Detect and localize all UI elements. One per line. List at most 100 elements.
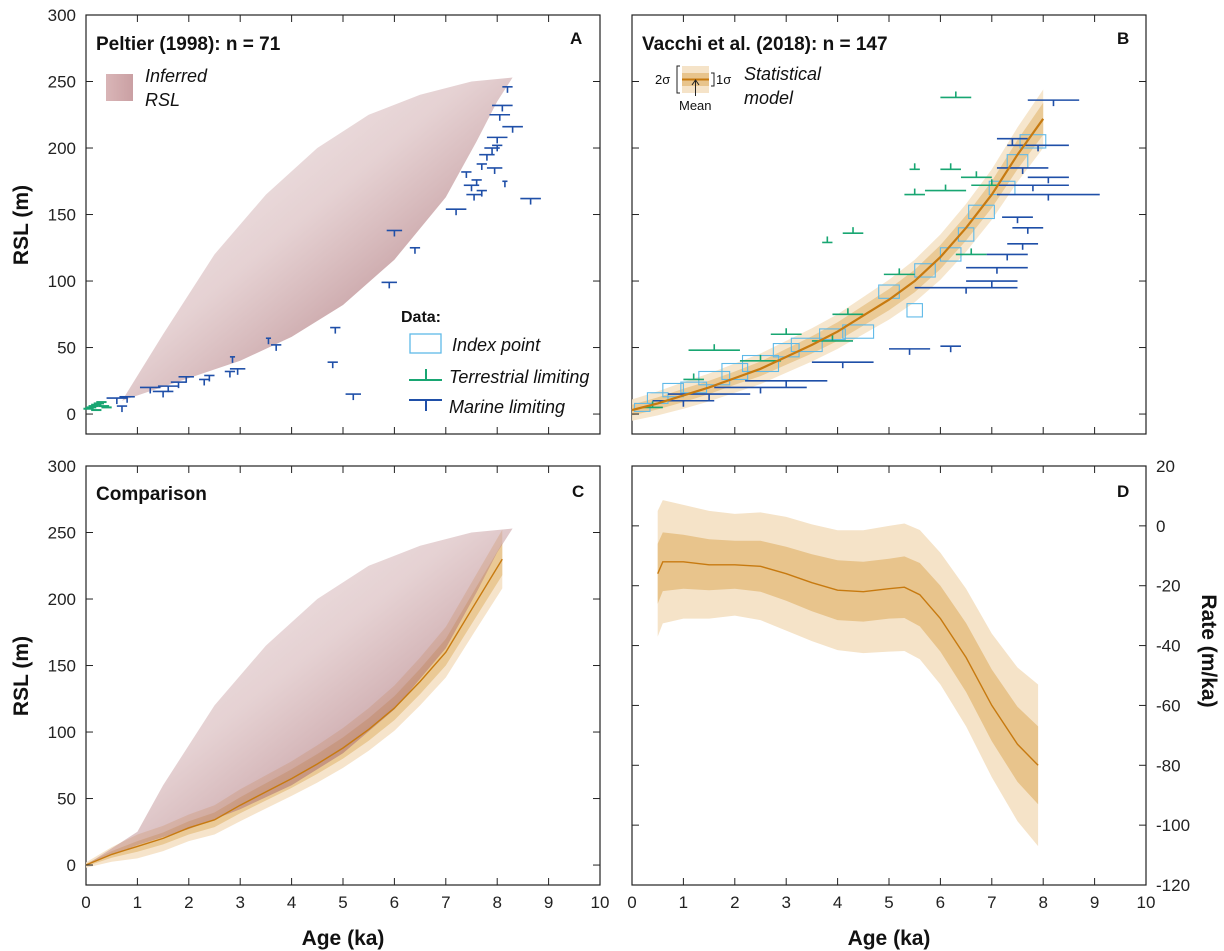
legend-two-sigma: 2σ [655,72,670,87]
marine-limiting-point [152,390,174,398]
index-point [914,263,936,278]
x-tick-label: 5 [338,893,347,912]
marine-limiting-point [271,344,282,351]
terrestrial-limiting-point [955,248,987,256]
rate-mean-line [657,561,1039,766]
legend-mean: Mean [679,98,712,113]
panel-c-plot [85,528,513,868]
panel-b-letter: B [1117,29,1129,48]
index-point [790,337,823,353]
marine-limiting-point [486,136,508,144]
marine-limiting-point [265,337,272,345]
marine-limiting-point [492,104,513,112]
marine-limiting-point [667,393,751,401]
terrestrial-limiting-point [739,354,782,362]
marine-limiting-point [409,246,421,254]
x-tick-label: 8 [1038,893,1047,912]
marine-limiting-point [940,345,961,353]
y-tick-label: 0 [67,405,76,424]
panel-c-letter: C [572,482,584,501]
legend-model-label-2: model [744,88,794,108]
y-tick-label: 0 [1156,517,1165,536]
legend-inferred-rsl-swatch [106,74,133,101]
marine-limiting-point [1012,227,1044,234]
marine-limiting-point [502,180,508,188]
marine-limiting-point [386,229,403,237]
legend-model-swatch [676,65,715,96]
x-tick-label: 7 [441,893,450,912]
y-tick-label: 150 [48,206,76,225]
marine-limiting-point [492,144,503,152]
marine-limiting-point [811,361,874,369]
x-tick-label: 4 [833,893,842,912]
marine-limiting-point [345,393,361,401]
marine-limiting-point [714,386,807,394]
x-tick-label: 9 [1090,893,1099,912]
x-tick-label: 6 [390,893,399,912]
y-tick-label: 20 [1156,457,1175,476]
terrestrial-limiting-point [940,163,961,171]
marine-limiting-point [1027,99,1080,107]
y-tick-label: 250 [48,524,76,543]
legend-data-header: Data: [401,309,441,326]
marine-limiting-point [476,163,487,170]
terrestrial-limiting-point [883,268,915,276]
x-tick-label: 0 [81,893,90,912]
index-point [906,303,923,318]
marine-limiting-point [199,378,210,386]
terrestrial-limiting-point [904,188,925,196]
panel-c-ylabel: RSL (m) [10,636,33,716]
inferred-rsl-band [122,77,513,401]
legend-index-point-label: Index point [452,335,541,355]
panel-b-title: Vacchi et al. (2018): n = 147 [642,34,888,55]
marine-limiting-point [996,184,1069,192]
panel-b-plot [631,89,1100,421]
marine-limiting-point [119,395,135,403]
legend-inferred-label-2: RSL [145,90,180,110]
y-tick-label: 200 [48,590,76,609]
marine-limiting-point [229,356,236,363]
x-tick-label: 7 [987,893,996,912]
marine-limiting-point [327,361,338,369]
terrestrial-limiting-point [924,184,967,192]
terrestrial-limiting-point [683,373,704,381]
marine-limiting-point [745,379,828,387]
terrestrial-limiting-point [770,328,802,336]
marine-limiting-point [996,137,1028,145]
legend-terrestrial-swatch [409,369,442,381]
y-tick-label: -100 [1156,816,1190,835]
legend-index-point-swatch [409,333,442,354]
x-tick-label: 4 [287,893,296,912]
marine-limiting-point [520,197,541,205]
marine-limiting-point [170,381,187,389]
marine-limiting-point [445,208,467,216]
y-tick-label: 200 [48,139,76,158]
panel-a-plot [83,77,541,413]
x-tick-label: 9 [544,893,553,912]
x-tick-label: 6 [936,893,945,912]
marine-limiting-point [204,374,215,382]
marine-limiting-point [476,189,487,197]
y-tick-label: -80 [1156,756,1181,775]
panel-d-plot [657,500,1039,847]
legend-terrestrial-label: Terrestrial limiting [449,367,589,387]
legend-marine-swatch [409,399,442,411]
marine-limiting-point [157,385,179,393]
panel-c-xlabel: Age (ka) [302,927,385,950]
y-tick-label: -20 [1156,577,1181,596]
marine-limiting-point [116,405,128,413]
marine-limiting-point [996,167,1049,174]
marine-limiting-point [461,171,472,178]
y-tick-label: 100 [48,723,76,742]
marine-limiting-point [106,397,128,405]
x-tick-label: 8 [492,893,501,912]
y-tick-label: 150 [48,657,76,676]
marine-limiting-point [996,193,1100,201]
y-tick-label: -60 [1156,696,1181,715]
marine-limiting-point [1007,144,1069,152]
x-tick-label: 10 [1137,893,1156,912]
y-tick-label: -120 [1156,876,1190,895]
y-tick-label: 0 [67,856,76,875]
legend-marine-label: Marine limiting [449,397,565,417]
